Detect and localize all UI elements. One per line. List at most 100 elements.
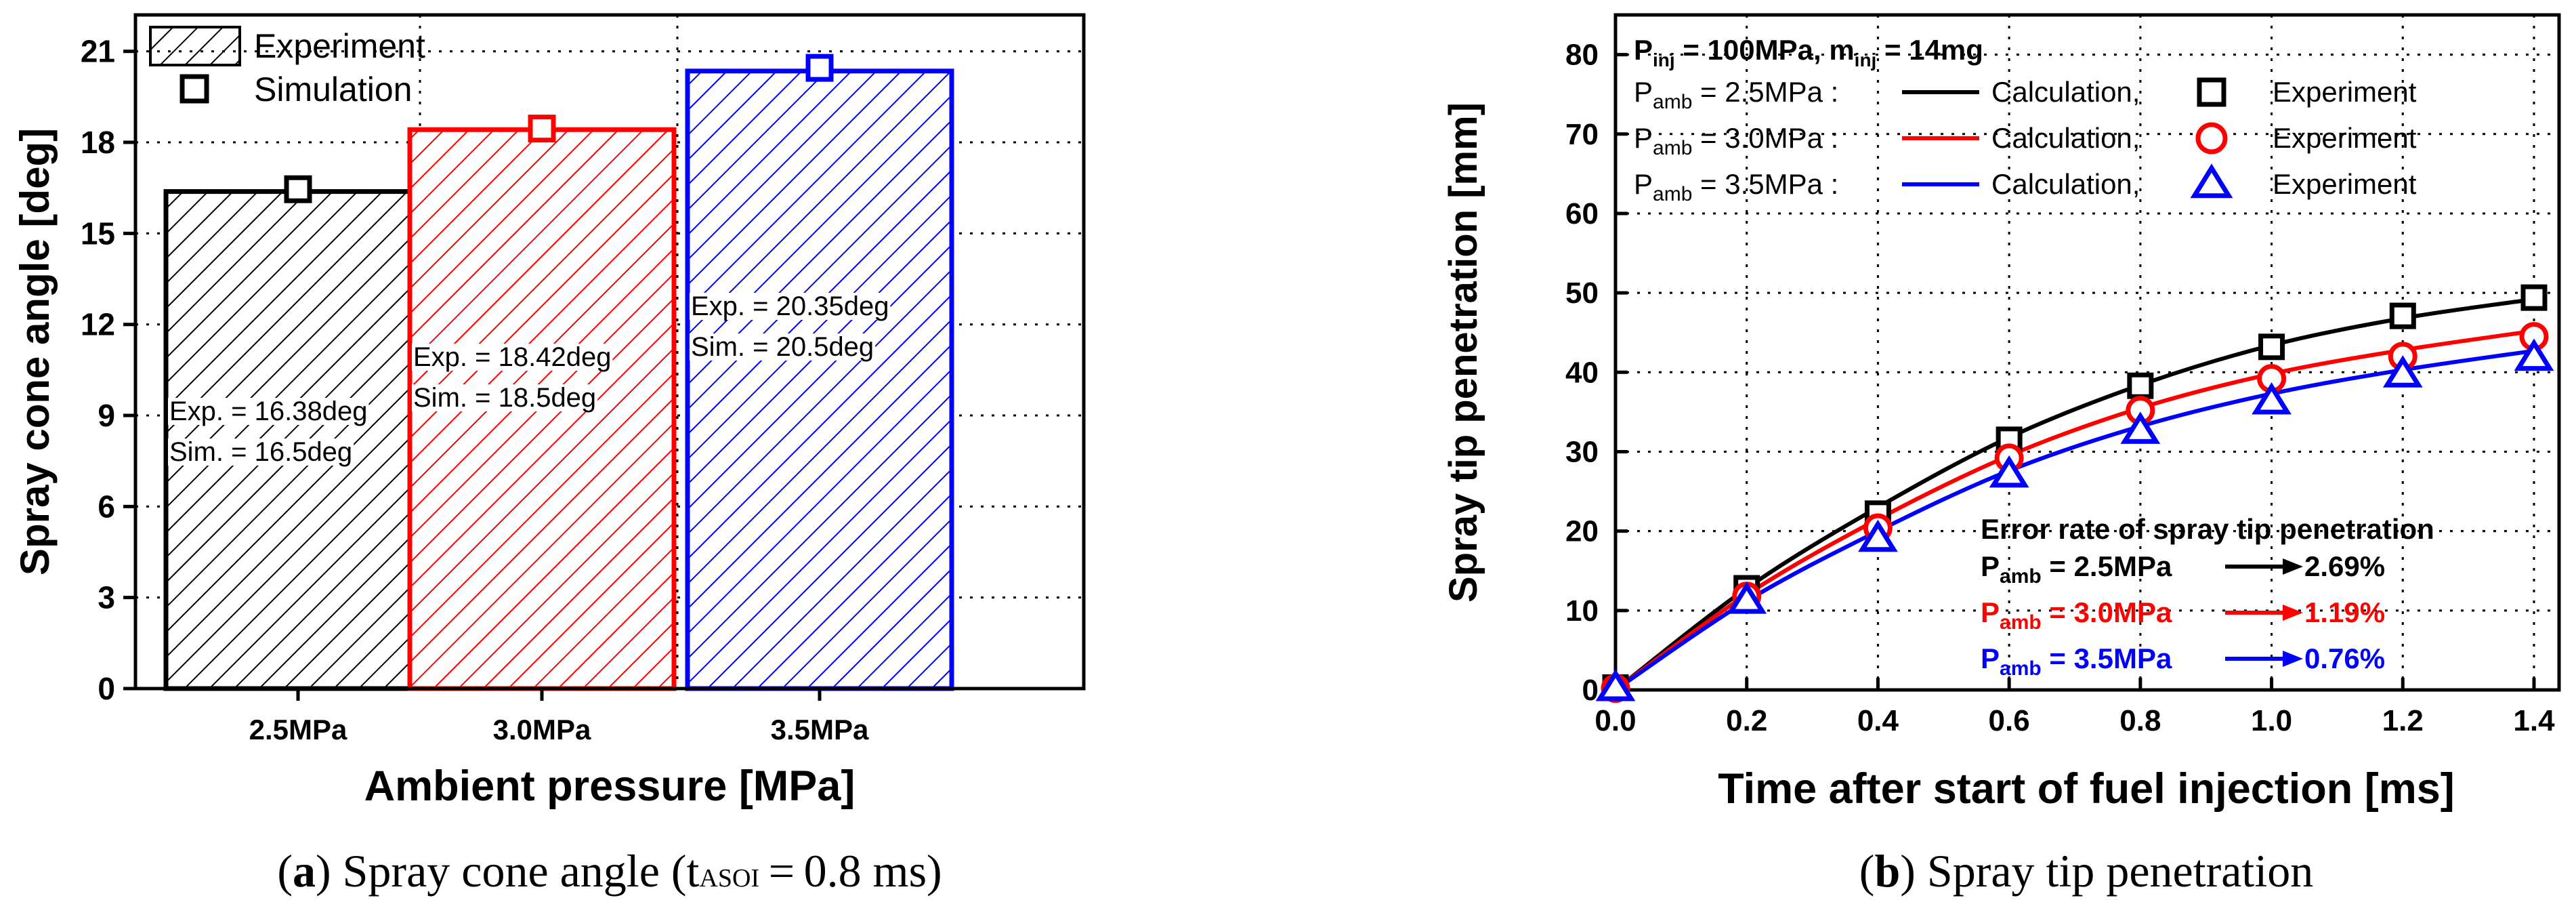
panel-a-x-axis-label: Ambient pressure [MPa]: [364, 762, 856, 810]
experiment-marker-3.5MPa: [2514, 338, 2554, 371]
legend-condition: Pamb = 2.5MPa :: [1634, 76, 1838, 113]
panel-a-caption: (a) Spray cone angle (tASOI = 0.8 ms): [277, 845, 942, 897]
y-tick-label: 20: [1565, 515, 1599, 548]
x-tick-label: 0.8: [2119, 704, 2161, 737]
experiment-marker-2.5MPa: [2389, 302, 2416, 329]
error-condition: Pamb = 2.5MPa: [1981, 550, 2172, 588]
legend-experiment-swatch: [149, 26, 241, 66]
error-rate-value: 2.69%: [2304, 550, 2385, 582]
y-tick-label: 60: [1565, 197, 1599, 230]
y-tick-label: 50: [1565, 277, 1599, 310]
annotation-bg: [690, 293, 891, 320]
y-tick-label: 0: [98, 671, 115, 706]
error-condition: Pamb = 3.0MPa: [1981, 596, 2172, 634]
y-tick-label: 70: [1565, 118, 1599, 151]
error-arrow-head: [2283, 605, 2303, 621]
legend-calculation: Calculation,: [1991, 76, 2140, 108]
panel-a-annotations: Exp. = 16.38deg Sim. = 16.5deg Exp. = 18.4…: [169, 291, 889, 467]
x-tick-label: 0.0: [1595, 704, 1636, 737]
panel-a-bar-chart: 0 3 6 9 12 15 18 21 2.5MPa 3.0MPa 3.5MPa Exp. = 1…: [12, 13, 1086, 897]
experiment-marker-2.5MPa: [2520, 284, 2548, 311]
error-rate-value: 0.76%: [2304, 642, 2385, 674]
x-tick-label: 1.4: [2513, 704, 2555, 737]
panel-b-x-ticks: 0.0 0.2 0.4 0.6 0.8 1.0 1.2 1.4: [1595, 678, 2555, 737]
panel-a-y-axis-label: Spray cone angle [deg]: [12, 128, 58, 575]
panel-b-line-chart: 0 10 20 30 40 50 60 70 80 0.0 0.2 0.4 0.6 0.8 1.0 1.2 1…: [1441, 13, 2561, 897]
y-tick-label: 80: [1565, 39, 1599, 72]
annotation-exp: Exp. = 20.35deg: [691, 291, 889, 321]
legend-experiment-label: Experiment: [254, 27, 425, 65]
experiment-marker-3.5MPa: [1727, 581, 1767, 614]
legend-marker-3.5MPa: [2190, 163, 2233, 199]
x-tick-label: 3.0MPa: [493, 714, 591, 746]
annotation-exp: Exp. = 16.38deg: [169, 396, 367, 426]
error-arrow-head: [2283, 651, 2303, 667]
annotation-sim: Sim. = 20.5deg: [691, 332, 874, 362]
legend-simulation-label: Simulation: [254, 70, 412, 108]
panel-b-legend: Pamb = 2.5MPa : Calculation, Experiment Pam…: [1634, 76, 2417, 205]
bar-3.5MPa: [685, 68, 954, 691]
panel-b-y-ticks: 0 10 20 30 40 50 60 70 80: [1565, 39, 1628, 707]
panel-a-y-ticks: 0 3 6 9 12 15 18 21: [81, 34, 135, 706]
x-tick-label: 0.6: [1989, 704, 2030, 737]
legend-condition: Pamb = 3.5MPa :: [1634, 168, 1838, 205]
error-rate-value: 1.19%: [2304, 596, 2385, 628]
y-tick-label: 30: [1565, 435, 1599, 468]
error-arrow-head: [2283, 558, 2303, 575]
legend-calculation: Calculation,: [1991, 122, 2140, 154]
y-tick-label: 15: [81, 216, 115, 251]
experiment-marker-3.5MPa: [1989, 455, 2029, 488]
annotation-bg: [690, 333, 876, 361]
y-tick-label: 10: [1565, 594, 1599, 628]
annotation-exp: Exp. = 18.42deg: [413, 342, 611, 372]
legend-marker-3.0MPa: [2195, 122, 2228, 155]
injection-conditions: Pinj = 100MPa, minj = 14mg: [1634, 34, 1983, 70]
panel-b-caption: (b) Spray tip penetration: [1859, 845, 2313, 897]
panel-b-y-axis-label: Spray tip penetration [mm]: [1441, 102, 1485, 603]
error-rate-title: Error rate of spray tip penetration: [1981, 513, 2434, 545]
y-tick-label: 3: [98, 580, 115, 615]
panel-a-simulation-markers: [284, 54, 834, 203]
annotation-bg: [412, 384, 598, 411]
y-tick-label: 18: [81, 125, 115, 160]
x-tick-label: 0.4: [1857, 704, 1899, 737]
experiment-marker-3.5MPa: [2252, 382, 2292, 415]
panel-b-x-axis-label: Time after start of fuel injection [ms]: [1718, 765, 2455, 813]
y-tick-label: 21: [81, 34, 115, 69]
experiment-marker-3.5MPa: [1595, 668, 1636, 701]
legend-simulation-marker: [180, 74, 209, 104]
y-tick-label: 0: [1582, 674, 1599, 707]
experiment-marker-2.5MPa: [2127, 372, 2154, 399]
x-tick-label: 0.2: [1726, 704, 1767, 737]
annotation-sim: Sim. = 18.5deg: [413, 383, 596, 413]
simulation-marker-2.5MPa: [284, 175, 312, 203]
legend-marker-2.5MPa: [2197, 77, 2226, 107]
y-tick-label: 40: [1565, 356, 1599, 389]
error-condition: Pamb = 3.5MPa: [1981, 642, 2172, 680]
experiment-marker-3.5MPa: [2120, 411, 2161, 444]
x-tick-label: 2.5MPa: [249, 714, 347, 746]
panel-a-plot-frame: [133, 13, 1086, 691]
error-rate-list: Pamb = 2.5MPa 2.69% Pamb = 3.0MPa 1.19% Pamb…: [1981, 550, 2385, 680]
experiment-marker-3.5MPa: [1858, 519, 1898, 552]
legend-condition: Pamb = 3.0MPa :: [1634, 122, 1838, 159]
y-tick-label: 9: [98, 398, 115, 433]
simulation-marker-3.5MPa: [805, 54, 834, 82]
panel-b-experiment-markers: [1595, 284, 2554, 703]
x-tick-label: 3.5MPa: [771, 714, 869, 746]
annotation-bg: [412, 344, 613, 371]
x-tick-label: 1.2: [2382, 704, 2424, 737]
panel-a-bars: [163, 68, 954, 691]
x-tick-label: 1.0: [2251, 704, 2292, 737]
simulation-marker-3.0MPa: [528, 115, 556, 143]
panel-a-x-ticks: 2.5MPa 3.0MPa 3.5MPa: [249, 689, 869, 746]
legend-calculation: Calculation,: [1991, 168, 2140, 200]
annotation-bg: [168, 438, 354, 466]
annotation-sim: Sim. = 16.5deg: [169, 437, 352, 467]
legend-experiment: Experiment: [2273, 122, 2417, 154]
legend-experiment: Experiment: [2273, 76, 2417, 108]
experiment-marker-2.5MPa: [2258, 333, 2285, 361]
annotation-bg: [168, 398, 369, 425]
y-tick-label: 6: [98, 489, 115, 524]
